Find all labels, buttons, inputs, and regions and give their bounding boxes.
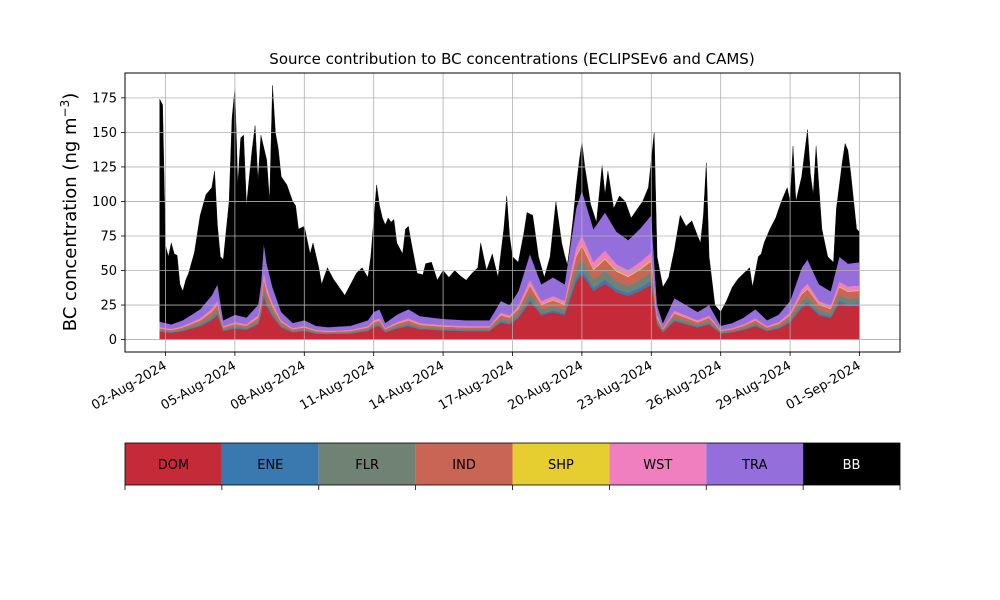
y-axis-label: BC concentration (ng m−3) (58, 93, 81, 332)
sector-colorbar-legend: DOM ENE FLR IND SHP WST TRA BB (124, 442, 901, 490)
legend-swatch-dom (125, 443, 222, 485)
chart-title: Source contribution to BC concentrations… (269, 50, 754, 68)
y-tick-label: 75 (100, 229, 117, 244)
y-axis-ticks: 0 25 50 75 100 125 150 175 (92, 91, 125, 348)
legend-label-shp: SHP (548, 458, 574, 473)
y-tick-label: 100 (92, 195, 117, 210)
legend-label-wst: WST (643, 458, 672, 473)
legend-label-ind: IND (452, 458, 476, 473)
y-tick-label: 25 (100, 299, 117, 314)
legend-swatch-shp (512, 443, 610, 485)
legend-label-dom: DOM (158, 458, 189, 473)
legend-label-bb: BB (843, 458, 861, 473)
legend-label-flr: FLR (355, 458, 379, 473)
legend-swatch-bb (803, 443, 900, 485)
y-tick-label: 175 (92, 91, 117, 106)
legend-swatch-ene (221, 443, 319, 485)
legend-swatch-ind (415, 443, 513, 485)
gridlines (125, 73, 900, 352)
y-axis-label-close: ) (60, 93, 81, 100)
y-axis-label-main: BC concentration (ng m (60, 117, 81, 331)
y-tick-label: 50 (100, 264, 117, 279)
y-tick-label: 150 (92, 126, 117, 141)
legend-label-tra: TRA (741, 458, 767, 473)
y-tick-label: 0 (109, 333, 117, 348)
y-axis-label-exponent: −3 (58, 100, 72, 118)
legend-label-ene: ENE (257, 458, 283, 473)
legend-swatch-flr (318, 443, 416, 485)
legend-swatch-tra (706, 443, 804, 485)
y-tick-label: 125 (92, 160, 117, 175)
legend-swatch-wst (609, 443, 707, 485)
